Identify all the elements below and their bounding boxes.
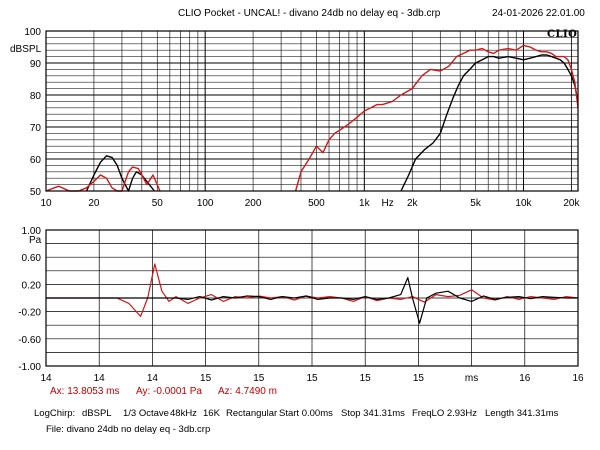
info-units: dBSPL <box>82 408 112 419</box>
freq-x-tick-label: 200 <box>245 198 262 209</box>
info-stop: Stop 341.31ms <box>341 408 405 419</box>
impulse-x-tick-label: 15 <box>306 373 318 384</box>
impulse-y-tick-label: 0.20 <box>22 280 42 291</box>
info-rate: 48kHz <box>170 408 197 419</box>
impulse-x-tick-label: ms <box>465 373 478 384</box>
impulse-plot-frame <box>45 229 579 367</box>
impulse-y-tick-label: -0.60 <box>18 335 41 346</box>
info-logchirp: LogChirp: <box>34 408 76 419</box>
frequency-curves <box>45 44 579 192</box>
impulse-curve-black <box>46 277 578 324</box>
freq-y-tick-label: 50 <box>30 187 42 198</box>
freq-x-tick-label: 20k <box>563 198 580 209</box>
freq-y-tick-label: 100 <box>24 27 41 38</box>
freq-x-tick-label: 100 <box>197 198 214 209</box>
freq-curve-red <box>45 166 161 192</box>
cursor-ay: Ay: -0.0001 Pa <box>136 386 202 397</box>
freq-x-tick-label: 20 <box>88 198 100 209</box>
frequency-grid <box>45 30 578 192</box>
plot-frames <box>45 30 579 367</box>
freq-x-tick-label: 50 <box>152 198 164 209</box>
freq-curve-black <box>85 155 155 192</box>
info-octave: 1/3 Octave <box>123 408 169 419</box>
freq-y-tick-label: 80 <box>30 91 42 102</box>
freq-x-tick-label: Hz <box>381 198 393 209</box>
frequency-axis-labels: dBSPL 50 60 70 80 90 100 10 20 50 100 200 500 1k Hz 2k 5… <box>10 27 580 209</box>
impulse-x-tick-label: 14 <box>94 373 106 384</box>
impulse-x-tick-label: 14 <box>147 373 159 384</box>
cursor-az: Az: 4.7490 m <box>218 386 277 397</box>
freq-x-tick-label: 500 <box>308 198 325 209</box>
freq-y-tick-label: 90 <box>30 59 42 70</box>
impulse-x-tick-label: 14 <box>40 373 52 384</box>
clio-brand-logo: CLIO <box>547 29 578 40</box>
info-window: Rectangular <box>226 408 278 419</box>
impulse-curve-red <box>46 263 579 317</box>
impulse-y-tick-label: 0.60 <box>22 253 42 264</box>
measurement-datetime: 24-01-2026 22.01.00 <box>492 8 585 19</box>
freq-x-tick-label: 10k <box>515 198 532 209</box>
freq-x-tick-label: 5k <box>470 198 482 209</box>
window-title: CLIO Pocket - UNCAL! - divano 24db no de… <box>178 8 441 19</box>
impulse-x-tick-label: 15 <box>200 373 212 384</box>
impulse-x-tick-label: 16 <box>519 373 531 384</box>
info-size: 16K <box>203 408 220 419</box>
freq-curve-black <box>400 54 579 192</box>
impulse-x-tick-label: 15 <box>360 373 372 384</box>
impulse-y-axis-label: Pa <box>29 235 42 246</box>
impulse-x-tick-label: 15 <box>413 373 425 384</box>
freq-x-tick-label: 10 <box>40 198 52 209</box>
cursor-ax: Ax: 13.8053 ms <box>50 386 120 397</box>
freq-y-axis-label: dBSPL <box>10 44 42 55</box>
info-start: Start 0.00ms <box>279 408 333 419</box>
freq-y-tick-label: 70 <box>30 123 42 134</box>
impulse-y-tick-label: -1.00 <box>18 362 41 373</box>
frequency-plot-frame <box>45 30 579 192</box>
info-length: Length 341.31ms <box>485 408 559 419</box>
info-freqlo: FreqLO 2.93Hz <box>412 408 477 419</box>
impulse-y-tick-label: -0.20 <box>18 308 41 319</box>
freq-curve-red <box>294 44 579 192</box>
freq-x-tick-label: 2k <box>407 198 419 209</box>
impulse-x-tick-label: 16 <box>572 373 584 384</box>
impulse-y-tick-label: 1.00 <box>22 226 42 237</box>
impulse-x-tick-label: 15 <box>253 373 265 384</box>
freq-y-tick-label: 60 <box>30 155 42 166</box>
freq-x-tick-label: 1k <box>359 198 371 209</box>
info-file: File: divano 24db no delay eq - 3db.crp <box>46 424 211 435</box>
impulse-curves <box>46 263 579 324</box>
